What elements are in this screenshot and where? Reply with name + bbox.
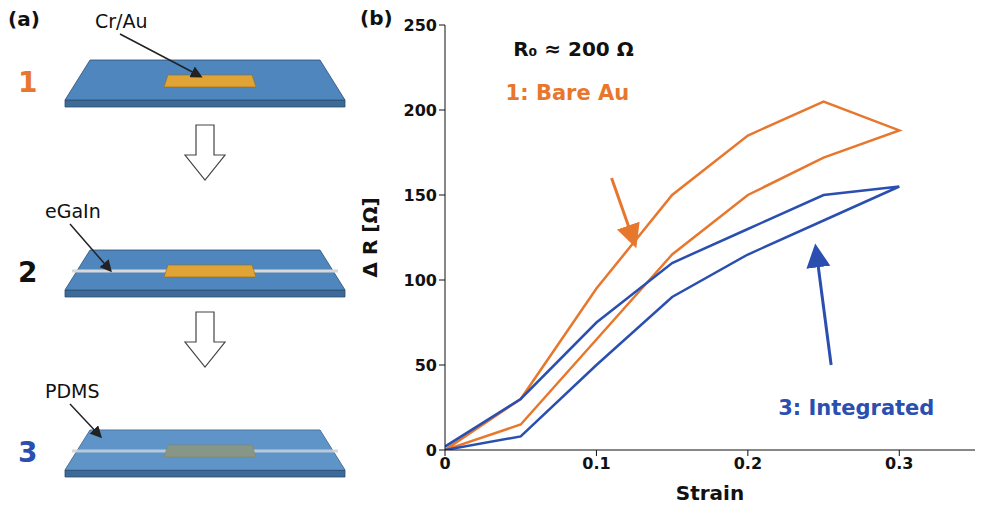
html-text:(b): (b)	[360, 6, 393, 30]
svg-text:eGaIn: eGaIn	[45, 200, 101, 222]
svg-text:0: 0	[439, 454, 450, 473]
svg-text:150: 150	[404, 186, 437, 205]
svg-text:0.1: 0.1	[582, 454, 610, 473]
svg-text:1: 1	[18, 66, 37, 99]
svg-text:Strain: Strain	[676, 481, 744, 505]
svg-text:3: 3	[18, 436, 37, 469]
svg-text:PDMS: PDMS	[45, 380, 100, 402]
svg-text:200: 200	[404, 101, 437, 120]
svg-text:50: 50	[415, 356, 437, 375]
svg-text:0.3: 0.3	[885, 454, 913, 473]
svg-text:100: 100	[404, 271, 437, 290]
svg-text:0.2: 0.2	[734, 454, 762, 473]
svg-text:(a): (a)	[8, 7, 40, 31]
svg-text:Cr/Au: Cr/Au	[95, 10, 148, 32]
svg-text:250: 250	[404, 16, 437, 35]
svg-text:2: 2	[18, 256, 37, 289]
html-text:3: Integrated: 3: Integrated	[778, 395, 935, 420]
svg-text:0: 0	[426, 441, 437, 460]
html-text:1: Bare Au: 1: Bare Au	[505, 81, 630, 105]
html-text:R₀ ≈ 200 Ω: R₀ ≈ 200 Ω	[513, 37, 634, 61]
svg-text:Δ R [Ω]: Δ R [Ω]	[358, 197, 382, 277]
